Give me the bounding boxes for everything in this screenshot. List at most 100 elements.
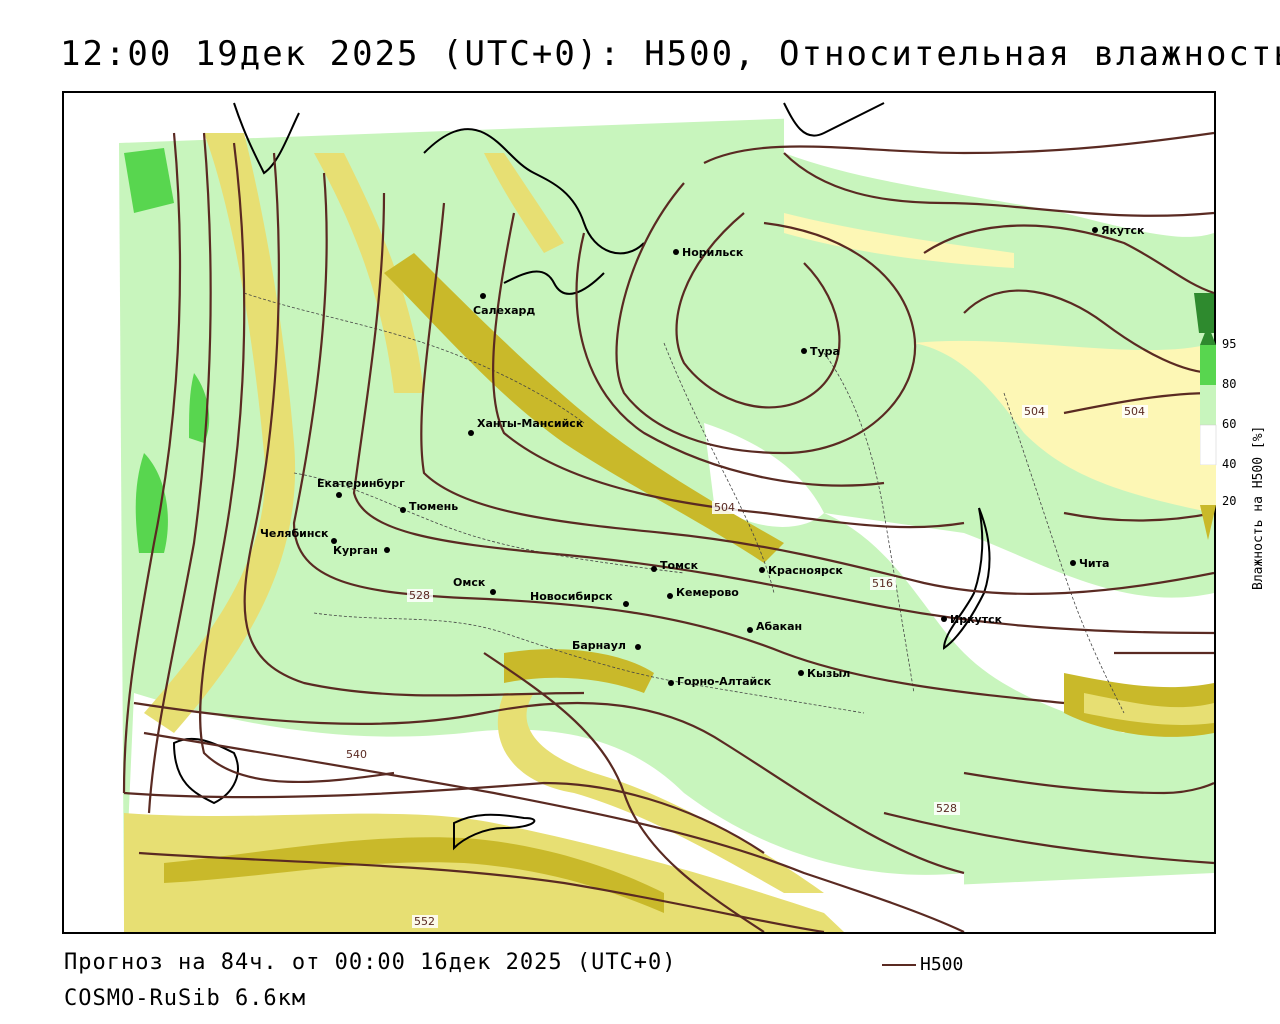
contour-legend-line (882, 964, 916, 966)
city-dot (668, 680, 674, 686)
city-dot (336, 492, 342, 498)
contour-label-bg (407, 589, 433, 602)
city-dot (1070, 560, 1076, 566)
city-dot (667, 593, 673, 599)
city-dot (480, 293, 486, 299)
city-dot (635, 644, 641, 650)
city-dot (673, 249, 679, 255)
city-label: Томск (660, 559, 699, 572)
contour-label: 552 (414, 915, 435, 928)
city-label: Тура (810, 345, 840, 358)
city-dot (331, 538, 337, 544)
city-label: Омск (453, 576, 486, 589)
h500-contour-labels: 504 504 504 516 528 528 540 552 (344, 405, 1148, 928)
city-dot (759, 567, 765, 573)
h500-contour-line (1063, 391, 1214, 415)
h500-contour-line (123, 781, 765, 854)
city-dot (651, 566, 657, 572)
city-markers: Норильск Якутск Салехард Тура Ханты-Мансийск… (260, 224, 1145, 688)
forecast-info: Прогноз на 84ч. от 00:00 16дек 2025 (UTC… (64, 950, 677, 975)
h500-contour-line (483, 652, 765, 932)
h500-contour-line (420, 202, 1214, 595)
h500-contours (122, 131, 1214, 932)
city-dot (623, 601, 629, 607)
colorbar-60-80 (1200, 385, 1216, 425)
contour-label-bg (712, 501, 738, 514)
city-label: Челябинск (260, 527, 329, 540)
h500-contour-line (143, 731, 965, 932)
h500-contour-line (122, 132, 182, 794)
h500-contour-line (292, 172, 1065, 705)
colorbar-tick: 40 (1222, 457, 1236, 471)
coastlines (172, 102, 991, 851)
h500-contour-line (783, 152, 1214, 217)
colorbar-title: Влажность на H500 [%] (1251, 426, 1266, 590)
city-dot (801, 348, 807, 354)
contour-label-bg (1122, 405, 1148, 418)
colorbar-tick: 95 (1222, 337, 1236, 351)
city-label: Иркутск (950, 613, 1003, 626)
city-label: Горно-Алтайск (677, 675, 772, 688)
colorbar-tick: 80 (1222, 377, 1236, 391)
admin-borders (243, 292, 1125, 714)
map-canvas: 504 504 504 516 528 528 540 552 Норильск Якутск С… (119, 102, 1214, 932)
weather-map: 504 504 504 516 528 528 540 552 Норильск Якутск С… (62, 91, 1216, 934)
humidity-colorbar: 95 80 60 40 20 Влажность на H500 [%] (1199, 300, 1280, 600)
contour-label: 504 (1124, 405, 1145, 418)
city-dot (468, 430, 474, 436)
city-label: Екатеринбург (317, 477, 405, 490)
contour-label-bg (344, 748, 370, 761)
h500-contour-line (615, 182, 917, 455)
city-dot (384, 547, 390, 553)
city-label: Абакан (756, 620, 802, 633)
h500-contour-line (147, 132, 212, 814)
contour-label-bg (1022, 405, 1048, 418)
h500-contour-line (963, 771, 1214, 795)
h500-contour-line (575, 232, 885, 487)
city-dot (1092, 227, 1098, 233)
contour-label: 540 (346, 748, 367, 761)
contour-label: 504 (1024, 405, 1045, 418)
h500-contour-line (963, 289, 1214, 375)
city-dot (490, 589, 496, 595)
h500-contour-line (352, 192, 1214, 635)
colorbar-top-arrow (1200, 325, 1216, 345)
colorbar-tick: 20 (1222, 494, 1236, 508)
city-label: Якутск (1101, 224, 1145, 237)
colorbar-bottom-arrow (1200, 505, 1216, 540)
h500-contour-line (138, 851, 825, 932)
h500-contour-line (1063, 511, 1214, 522)
city-label: Норильск (682, 246, 744, 259)
colorbar-80-95 (1200, 345, 1216, 385)
contour-label: 528 (409, 589, 430, 602)
h500-contour-line (883, 811, 1214, 865)
city-label: Салехард (473, 304, 535, 317)
contour-legend-label: H500 (920, 954, 964, 975)
city-label: Тюмень (409, 500, 458, 513)
city-label: Барнаул (572, 639, 626, 652)
city-dot (400, 507, 406, 513)
city-dot (747, 627, 753, 633)
h500-contour-line (675, 212, 841, 409)
contour-legend: H500 (882, 954, 963, 975)
map-title: 12:00 19дек 2025 (UTC+0): H500, Относите… (60, 34, 1280, 74)
h500-contour-line (703, 131, 1214, 164)
contour-label-bg (870, 577, 896, 590)
contour-label-bg (934, 802, 960, 815)
city-label: Новосибирск (530, 590, 613, 603)
h500-contour-line (923, 224, 1214, 295)
city-dot (941, 616, 947, 622)
h500-contour-line (198, 142, 395, 784)
contour-label: 504 (714, 501, 735, 514)
contour-label: 516 (872, 577, 893, 590)
city-label: Курган (333, 544, 378, 557)
city-label: Ханты-Мансийск (477, 417, 584, 430)
colorbar-40-60 (1199, 424, 1217, 466)
h500-contour-line (243, 152, 585, 697)
city-label: Красноярск (768, 564, 843, 577)
city-label: Чита (1079, 557, 1109, 570)
city-label: Кызыл (807, 667, 850, 680)
contour-label: 528 (936, 802, 957, 815)
city-dot (798, 670, 804, 676)
colorbar-tick: 60 (1222, 417, 1236, 431)
